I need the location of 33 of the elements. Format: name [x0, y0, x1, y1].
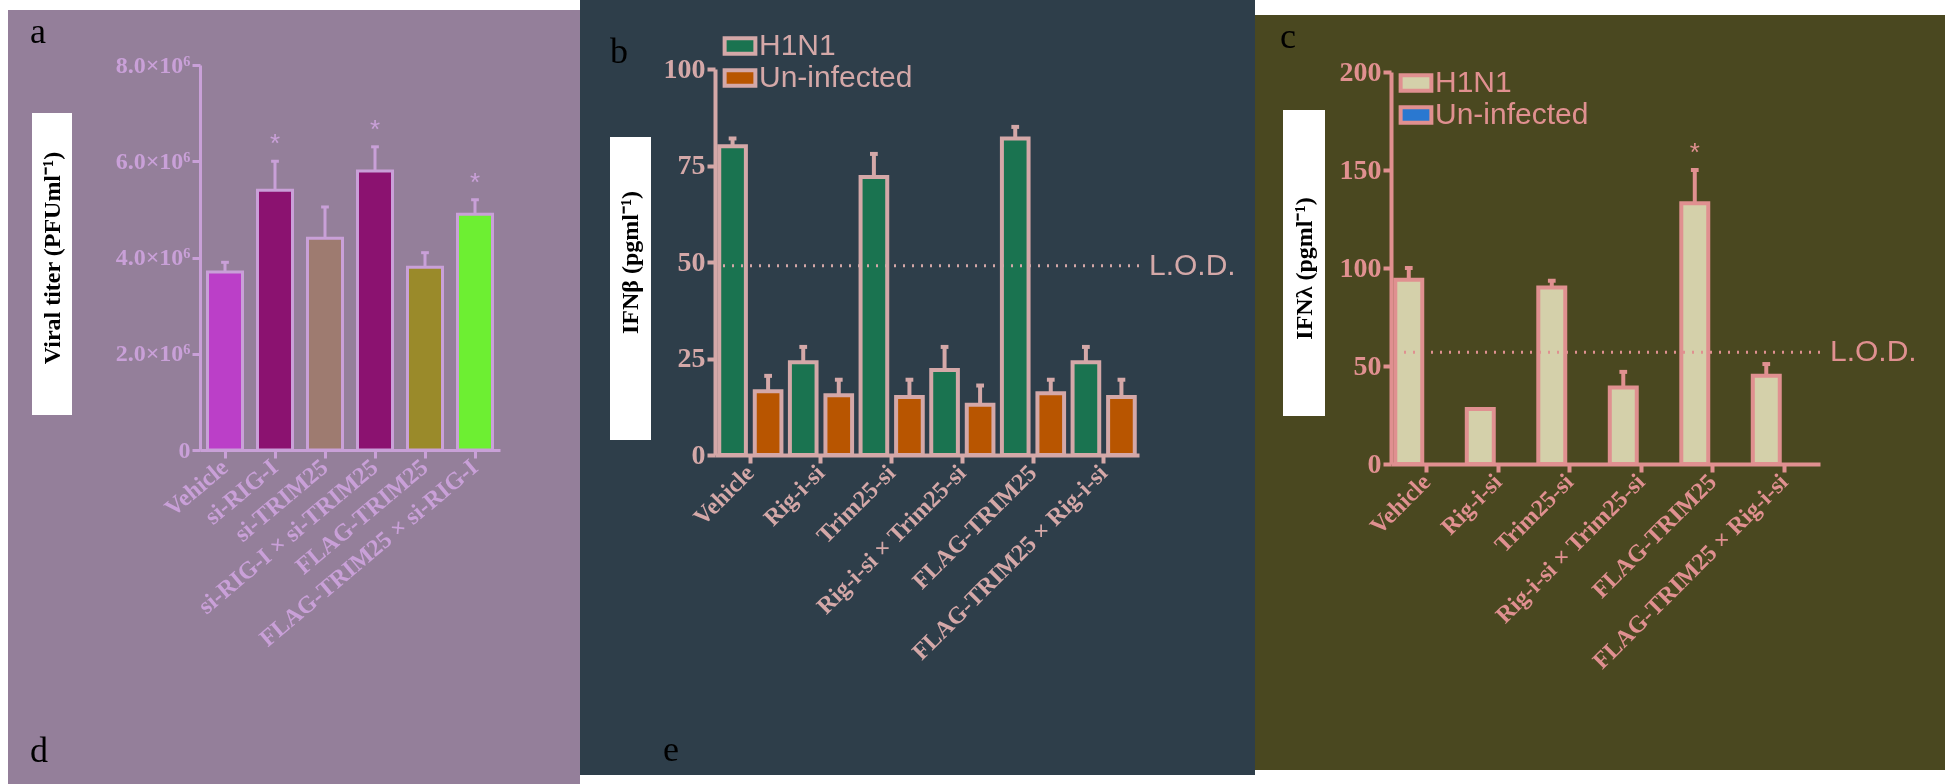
ref-line-label: L.O.D. [1149, 247, 1236, 281]
legend-label: H1N1 [759, 28, 836, 61]
chart-title: a [30, 11, 46, 51]
annotation: * [369, 113, 381, 144]
y-tick-label: 50 [1353, 349, 1382, 381]
annotation: * [1689, 137, 1700, 167]
annotation: * [469, 166, 481, 197]
y-axis-title: IFNλ (pgml⁻¹) [1290, 197, 1317, 340]
legend-label: Un-infected [1435, 97, 1589, 130]
y-tick-label: 6.0×10⁶ [115, 147, 191, 174]
chart-title: c [1280, 16, 1296, 56]
annotation: * [269, 128, 281, 159]
y-tick-label: 200 [1339, 55, 1382, 87]
y-tick-label: 150 [1339, 153, 1382, 185]
text: e [663, 729, 679, 769]
text: d [30, 730, 48, 770]
y-tick-label: 100 [1339, 251, 1382, 283]
y-axis-title: IFNβ (pgml⁻¹) [616, 190, 643, 335]
y-tick-label: 25 [677, 342, 706, 373]
y-tick-label: 75 [677, 149, 706, 180]
y-tick-label: 8.0×10⁶ [115, 51, 191, 78]
y-tick-label: 4.0×10⁶ [115, 244, 191, 270]
y-axis-title: Viral titer (PFUml⁻¹) [38, 151, 65, 365]
y-tick-label: 50 [677, 245, 706, 277]
ref-line-label: L.O.D. [1830, 334, 1917, 368]
y-tick-label: 100 [663, 52, 706, 84]
y-tick-label: 2.0×10⁶ [115, 340, 191, 367]
y-tick-label: 0 [178, 436, 191, 463]
y-tick-label: 0 [1367, 447, 1382, 479]
y-tick-label: 0 [691, 438, 706, 470]
legend-label: Un-infected [759, 60, 913, 93]
chart-title: b [610, 31, 628, 71]
legend-label: H1N1 [1435, 65, 1512, 98]
